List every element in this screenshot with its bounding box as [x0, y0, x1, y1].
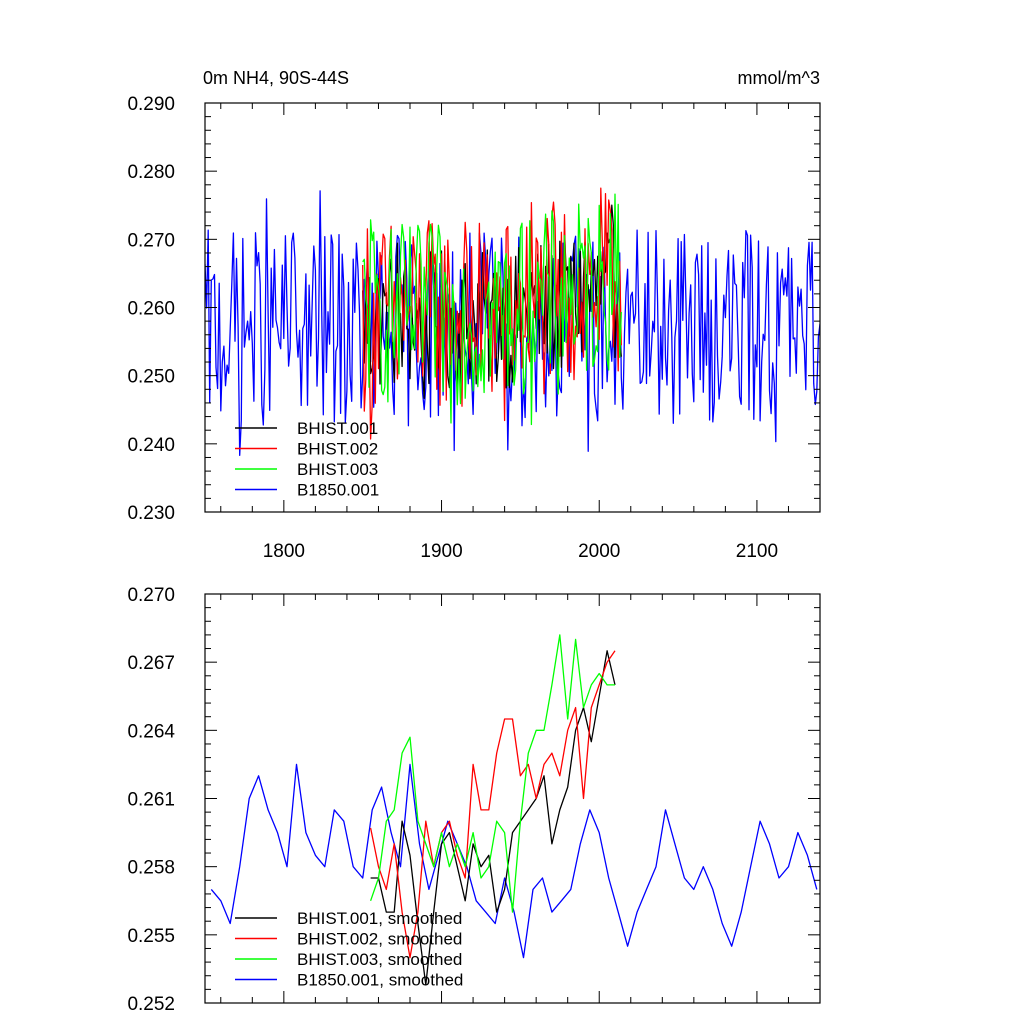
- legend-label: BHIST.002: [297, 440, 378, 459]
- panel-title: 0m NH4, 90S-44S: [203, 68, 349, 88]
- legend-label: BHIST.001: [297, 419, 378, 438]
- y-tick-label: 0.267: [127, 653, 175, 674]
- x-tick-label: 1800: [263, 541, 305, 562]
- y-tick-label: 0.252: [127, 994, 175, 1015]
- y-tick-label: 0.230: [127, 503, 175, 524]
- legend-label: BHIST.002, smoothed: [297, 930, 462, 949]
- y-tick-label: 0.270: [127, 585, 175, 606]
- x-tick-label: 1900: [420, 541, 462, 562]
- series-line-bhist-003-smoothed: [369, 634, 615, 913]
- bottom-panel: 0.252 0.255 0.258 0.261 0.264 0.267 0.270 BHIS…: [127, 585, 821, 1015]
- top-panel: 0m NH4, 90S-44S mmol/m^3 0.230 0.240 0.250…: [127, 68, 821, 562]
- legend-label: BHIST.003: [297, 460, 378, 479]
- legend-label: BHIST.001, smoothed: [297, 909, 462, 928]
- y-tick-label: 0.290: [127, 94, 175, 115]
- units-label: mmol/m^3: [738, 68, 820, 88]
- series-line-bhist-003: [362, 193, 622, 426]
- y-tick-label: 0.250: [127, 367, 175, 388]
- x-tick-label: 2000: [578, 541, 620, 562]
- legend-label: B1850.001, smoothed: [297, 971, 463, 990]
- y-tick-label: 0.261: [127, 790, 175, 811]
- y-tick-label: 0.264: [127, 721, 175, 742]
- series-line-bhist-002-smoothed: [369, 650, 616, 959]
- x-tick-label: 2100: [736, 541, 778, 562]
- y-tick-label: 0.240: [127, 435, 175, 456]
- y-tick-label: 0.255: [127, 926, 175, 947]
- series-line-b1850-001-smoothed: [210, 763, 818, 959]
- y-tick-label: 0.270: [127, 230, 175, 251]
- y-tick-label: 0.260: [127, 299, 175, 320]
- legend-label: BHIST.003, smoothed: [297, 950, 462, 969]
- series-line-bhist-001-smoothed: [370, 650, 616, 986]
- legend-label: B1850.001: [297, 481, 379, 500]
- y-tick-label: 0.258: [127, 858, 175, 879]
- y-tick-label: 0.280: [127, 162, 175, 183]
- legend: BHIST.001, smoothed BHIST.002, smoothedBH…: [235, 909, 463, 990]
